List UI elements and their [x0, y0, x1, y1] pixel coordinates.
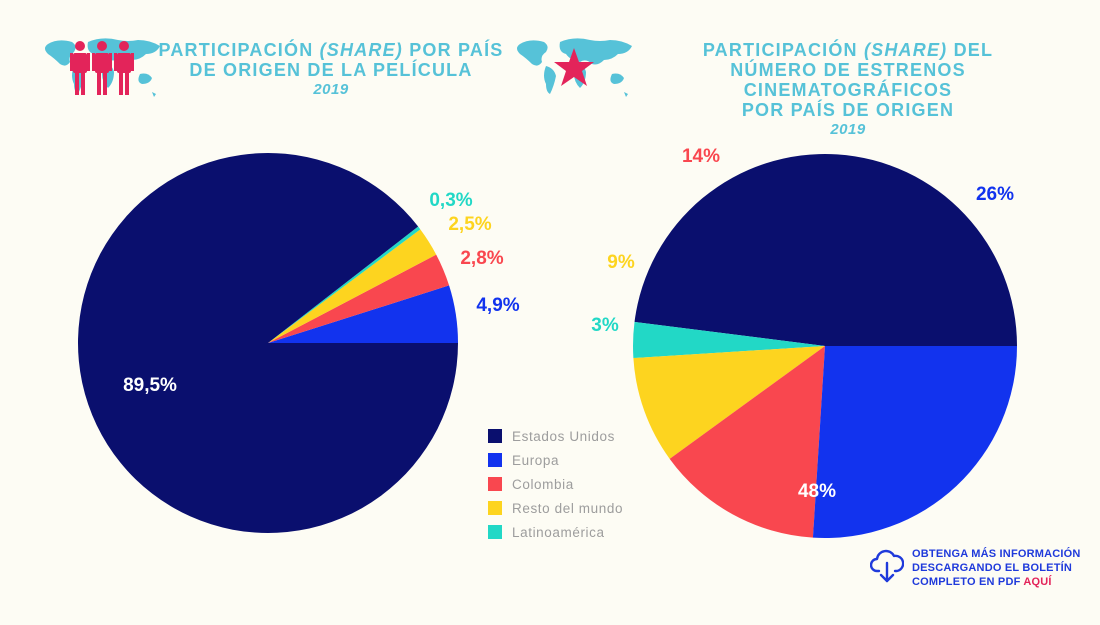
download-line3[interactable]: COMPLETO EN PDF: [912, 576, 1021, 588]
legend-swatch: [488, 453, 502, 467]
download-here-link[interactable]: AQUÍ: [1023, 576, 1052, 588]
pie-label-colombia: 2,8%: [460, 248, 503, 269]
legend-swatch: [488, 429, 502, 443]
legend: Estados Unidos Europa Colombia Resto del…: [488, 424, 623, 544]
pie-label-resto-del-mundo: 2,5%: [448, 214, 491, 235]
pie-label-estados-unidos: 89,5%: [123, 375, 177, 396]
legend-swatch: [488, 525, 502, 539]
right-title-year: 2019: [830, 121, 866, 138]
pie-label-estados-unidos: 48%: [798, 481, 836, 502]
pie-label-latinoamérica: 3%: [591, 315, 619, 336]
cloud-download-icon[interactable]: [870, 547, 904, 585]
download-bulletin-link[interactable]: OBTENGA MÁS INFORMACIÓN DESCARGANDO EL B…: [870, 547, 1081, 589]
download-line1[interactable]: OBTENGA MÁS INFORMACIÓN: [912, 548, 1081, 560]
pie-label-europa: 4,9%: [476, 295, 519, 316]
pie-label-resto-del-mundo: 9%: [607, 252, 635, 273]
legend-item-estados-unidos: Estados Unidos: [488, 424, 623, 448]
left-title-share: (SHARE): [319, 40, 404, 60]
legend-item-colombia: Colombia: [488, 472, 623, 496]
pie-slice-latinoamérica: [633, 321, 825, 359]
pie-label-europa: 26%: [976, 184, 1014, 205]
right-title-line2: NÚMERO DE ESTRENOS CINEMATOGRÁFICOS: [730, 60, 966, 100]
pie-slice-estados-unidos: [634, 154, 1017, 346]
legend-label: Estados Unidos: [512, 428, 615, 444]
legend-item-resto-del-mundo: Resto del mundo: [488, 496, 623, 520]
pie-slice-latinoamérica: [268, 226, 421, 343]
legend-item-europa: Europa: [488, 448, 623, 472]
world-map-people-icon: [45, 38, 160, 97]
right-title-line1-end: DEL: [953, 40, 994, 60]
legend-swatch: [488, 477, 502, 491]
legend-label: Colombia: [512, 476, 574, 492]
right-title-line3: POR PAÍS DE ORIGEN: [741, 100, 955, 120]
left-title-line1: PARTICIPACIÓN: [158, 40, 314, 60]
pie-slice-europa: [812, 346, 1017, 538]
pie-slice-resto-del-mundo: [268, 229, 437, 343]
pie-slice-colombia: [669, 346, 825, 538]
legend-label: Europa: [512, 452, 560, 468]
pie-slice-resto-del-mundo: [633, 346, 825, 459]
pie-slice-europa: [268, 285, 458, 343]
download-line2[interactable]: DESCARGANDO EL BOLETÍN: [912, 562, 1073, 574]
pie-label-colombia: 14%: [682, 146, 720, 167]
legend-label: Resto del mundo: [512, 500, 624, 516]
pie-slice-estados-unidos: [78, 153, 459, 534]
right-chart-title: PARTICIPACIÓN (SHARE) DEL NÚMERO DE ESTR…: [628, 40, 1068, 140]
left-title-year: 2019: [313, 81, 349, 98]
pie-slice-colombia: [268, 254, 450, 343]
world-map-star-icon: [517, 38, 632, 97]
right-title-share: (SHARE): [863, 40, 948, 60]
legend-swatch: [488, 501, 502, 515]
left-title-line1-end: POR PAÍS: [409, 40, 504, 60]
right-title-line1: PARTICIPACIÓN: [702, 40, 858, 60]
legend-item-latinoamerica: Latinoamérica: [488, 520, 623, 544]
legend-label: Latinoamérica: [512, 524, 605, 540]
download-text[interactable]: OBTENGA MÁS INFORMACIÓN DESCARGANDO EL B…: [912, 547, 1081, 589]
left-chart-title: PARTICIPACIÓN (SHARE) POR PAÍS DE ORIGEN…: [150, 40, 512, 100]
left-title-line2: DE ORIGEN DE LA PELÍCULA: [189, 60, 473, 80]
pie-label-latinoamérica: 0,3%: [429, 190, 472, 211]
